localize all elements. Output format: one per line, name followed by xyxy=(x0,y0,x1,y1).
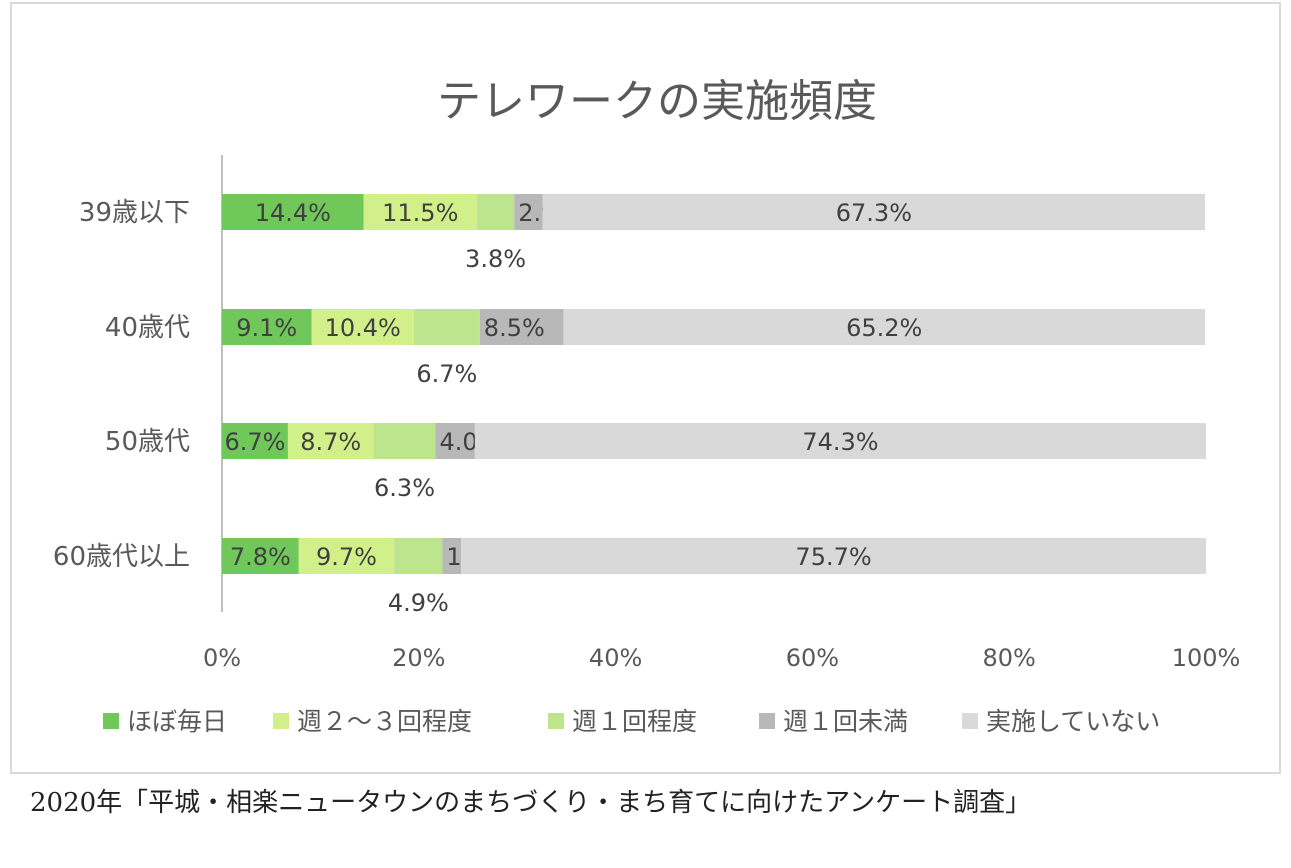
bar-segment xyxy=(542,194,1206,230)
category-label: 40歳代 xyxy=(105,313,190,343)
chart-title: テレワークの実施頻度 xyxy=(437,76,877,127)
bar-segment xyxy=(435,423,475,459)
bar-segment xyxy=(563,309,1206,345)
legend-swatch xyxy=(548,713,564,729)
chart-frame: テレワークの実施頻度 39歳以下14.4%11.5%3.8%2.9%67.3%4… xyxy=(10,2,1281,774)
data-label: 75.7% xyxy=(795,543,871,571)
bar-segment xyxy=(394,538,443,574)
category-label: 39歳以下 xyxy=(79,198,190,228)
bar-segment xyxy=(298,538,395,574)
category-label: 50歳代 xyxy=(105,427,190,457)
data-label: 6.7% xyxy=(224,428,285,456)
chart-svg: テレワークの実施頻度 39歳以下14.4%11.5%3.8%2.9%67.3%4… xyxy=(53,76,1240,736)
legend-swatch xyxy=(962,713,978,729)
data-label: 74.3% xyxy=(802,428,878,456)
category-label: 60歳代以上 xyxy=(53,542,190,572)
bar-segment xyxy=(222,309,312,345)
bar-segment xyxy=(222,194,364,230)
x-tick-label: 20% xyxy=(392,644,445,672)
data-label: 8.7% xyxy=(300,428,361,456)
bar-segment xyxy=(222,538,299,574)
legend: ほぼ毎日 週２～３回程度 週１回程度 週１回未満 実施していない xyxy=(103,707,1160,736)
legend-label: 週２～３回程度 xyxy=(297,707,472,736)
data-label: 7.8% xyxy=(230,543,291,571)
plot-area: 39歳以下14.4%11.5%3.8%2.9%67.3%40歳代9.1%10.4… xyxy=(53,155,1240,672)
legend-label: 実施していない xyxy=(986,707,1160,736)
bar-segment xyxy=(373,423,436,459)
bar-segment xyxy=(476,194,515,230)
bar-segment xyxy=(222,423,288,459)
x-tick-label: 40% xyxy=(589,644,642,672)
bar-segment xyxy=(311,309,414,345)
x-tick-label: 0% xyxy=(203,644,241,672)
x-tick-label: 60% xyxy=(786,644,839,672)
x-tick-label: 80% xyxy=(983,644,1036,672)
legend-label: ほぼ毎日 xyxy=(127,707,227,736)
bar-segment xyxy=(442,538,462,574)
data-label: 10.4% xyxy=(325,314,401,342)
bar-segment xyxy=(514,194,543,230)
bar-segment xyxy=(474,423,1206,459)
data-label: 9.7% xyxy=(316,543,377,571)
x-tick-label: 100% xyxy=(1172,644,1241,672)
bar-segment xyxy=(413,309,480,345)
data-label: 6.7% xyxy=(416,360,477,388)
bar-segment xyxy=(363,194,477,230)
data-label: 11.5% xyxy=(382,199,458,227)
data-label: 4.9% xyxy=(388,589,449,617)
data-label: 6.3% xyxy=(374,474,435,502)
data-label: 3.8% xyxy=(465,245,526,273)
bar-segment xyxy=(461,538,1206,574)
legend-label: 週１回程度 xyxy=(572,707,697,736)
legend-label: 週１回未満 xyxy=(783,707,908,736)
data-label: 65.2% xyxy=(846,314,922,342)
bar-segment xyxy=(287,423,374,459)
data-label: 14.4% xyxy=(255,199,331,227)
source-caption: 2020年「平城・相楽ニュータウンのまちづくり・まち育てに向けたアンケート調査」 xyxy=(30,788,1032,818)
legend-swatch xyxy=(759,713,775,729)
bar-segment xyxy=(479,309,564,345)
data-label: 8.5% xyxy=(484,314,545,342)
data-label: 9.1% xyxy=(236,314,297,342)
legend-swatch xyxy=(273,713,289,729)
legend-swatch xyxy=(103,713,119,729)
data-label: 67.3% xyxy=(836,199,912,227)
